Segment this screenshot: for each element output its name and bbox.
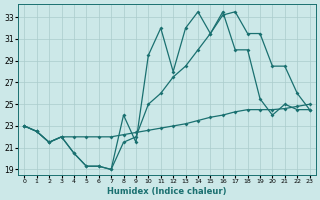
X-axis label: Humidex (Indice chaleur): Humidex (Indice chaleur) (107, 187, 227, 196)
